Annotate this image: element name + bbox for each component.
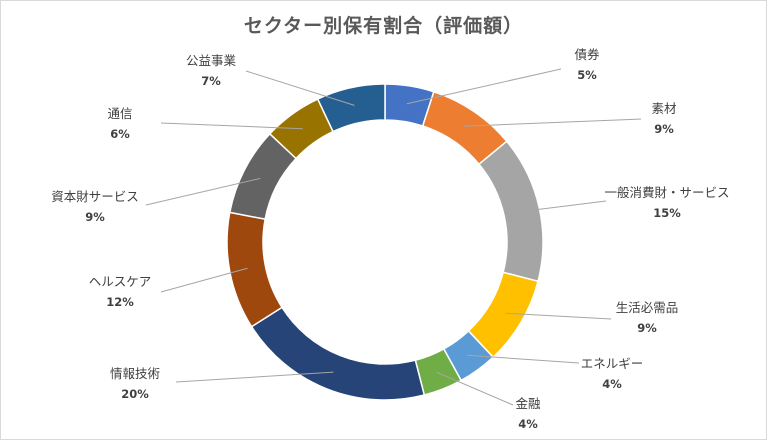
slice-label-4: エネルギー	[581, 356, 644, 371]
leader-line-3	[505, 312, 612, 320]
leader-line-7	[160, 267, 248, 293]
slice-label-0: 債券	[574, 47, 600, 62]
slice-value-label-6: 20%	[121, 387, 149, 401]
leader-line-6	[175, 371, 334, 383]
slice-value-label-0: 5%	[577, 68, 597, 82]
leader-line-9	[160, 122, 303, 130]
leader-line-1	[463, 118, 642, 127]
slice-6	[250, 306, 426, 401]
slice-value-label-3: 9%	[637, 321, 657, 335]
slice-label-6: 情報技術	[110, 366, 160, 381]
leader-line-2	[521, 200, 607, 212]
slice-label-5: 金融	[515, 396, 541, 411]
leader-line-8	[145, 177, 261, 206]
leader-line-0	[406, 68, 562, 105]
slice-label-9: 通信	[107, 106, 132, 121]
leader-line-4	[467, 354, 580, 364]
leader-line-5	[436, 371, 514, 406]
slice-value-label-4: 4%	[602, 377, 622, 391]
slice-2	[477, 140, 544, 283]
chart-title: セクター別保有割合（評価額）	[243, 15, 524, 37]
slice-label-8: 資本財サービス	[51, 189, 139, 204]
slice-label-3: 生活必需品	[616, 300, 679, 315]
slice-label-1: 素材	[651, 101, 676, 116]
slice-label-2: 一般消費財・サービス	[604, 185, 729, 200]
slice-label-10: 公益事業	[186, 53, 237, 68]
leader-line-10	[245, 70, 355, 106]
slice-value-label-9: 6%	[110, 127, 130, 141]
slice-value-label-8: 9%	[85, 210, 105, 224]
slice-value-label-7: 12%	[106, 295, 134, 309]
slice-value-label-1: 9%	[654, 122, 674, 136]
slice-value-label-5: 4%	[518, 417, 538, 431]
slice-7	[226, 211, 284, 328]
slice-label-7: ヘルスケア	[89, 274, 152, 289]
slice-value-label-10: 7%	[201, 74, 221, 88]
slice-value-label-2: 15%	[653, 206, 681, 220]
slice-10	[316, 83, 386, 133]
